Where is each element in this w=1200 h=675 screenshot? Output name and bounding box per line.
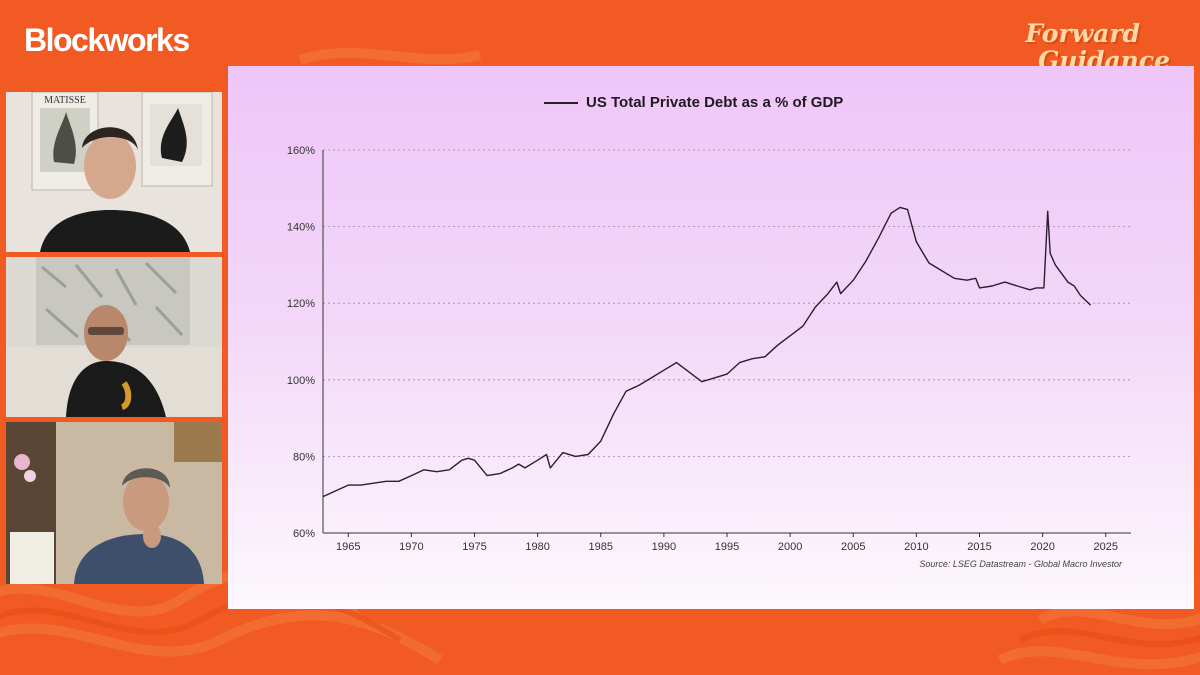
brand-logo: Blockworks: [24, 22, 190, 58]
y-tick-label: 120%: [287, 298, 315, 310]
y-tick-label: 80%: [293, 451, 315, 463]
x-tick-label: 1980: [525, 541, 549, 553]
participant-video-1: MATISSE: [6, 92, 222, 252]
participant-video-3: [6, 422, 222, 584]
x-tick-label: 2010: [904, 541, 928, 553]
x-tick-label: 2025: [1094, 541, 1118, 553]
series-line: [322, 206, 1092, 498]
participant-video-1-frame: MATISSE: [6, 92, 222, 252]
x-tick-label: 2015: [967, 541, 991, 553]
participant-video-2-frame: [6, 257, 222, 417]
y-tick-label: 160%: [287, 145, 315, 157]
x-tick-label: 2020: [1030, 541, 1054, 553]
debt-chart: 60% 80% 100% 120% 140% 160% 1965 1970 1975 1980 19…: [287, 145, 1131, 553]
y-tick-label: 60%: [293, 528, 315, 540]
x-tick-label: 2000: [778, 541, 802, 553]
poster-text: MATISSE: [44, 95, 86, 106]
x-tick-label: 1985: [589, 541, 613, 553]
participant-video-2: [6, 257, 222, 417]
x-tick-label: 1970: [399, 541, 423, 553]
y-tick-label: 100%: [287, 375, 315, 387]
chart-card: 60% 80% 100% 120% 140% 160% 1965 1970 1975 1980 19…: [228, 66, 1194, 609]
chart-legend: US Total Private Debt as a % of GDP: [544, 94, 843, 111]
chart-title: US Total Private Debt as a % of GDP: [586, 94, 844, 111]
participant-video-3-frame: [6, 422, 222, 584]
legend-swatch: [544, 101, 578, 104]
y-tick-label: 140%: [287, 222, 315, 234]
x-tick-label: 1995: [715, 541, 739, 553]
show-logo-line1: Forward: [1025, 19, 1140, 48]
x-tick-label: 1975: [462, 541, 486, 553]
x-tick-label: 1965: [336, 541, 360, 553]
chart-source: Source: LSEG Datastream - Global Macro I…: [919, 559, 1122, 569]
x-tick-label: 2005: [841, 541, 865, 553]
x-tick-label: 1990: [652, 541, 676, 553]
